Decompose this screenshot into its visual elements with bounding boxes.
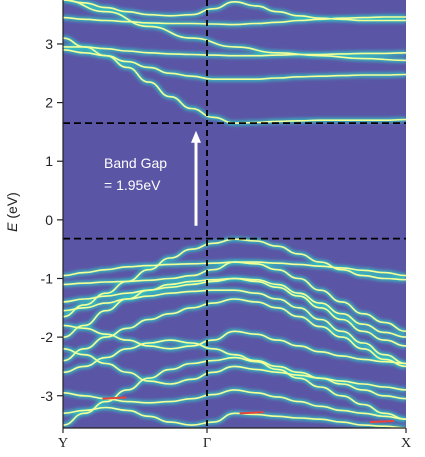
- band-line-3: [63, 46, 406, 57]
- x-tick-label: Γ: [203, 436, 211, 451]
- band-line-layer: [63, 0, 406, 428]
- y-axis-label: E (eV): [4, 192, 20, 232]
- band-line-11: [63, 289, 406, 365]
- y-tick-label: 0: [45, 212, 53, 228]
- band-line-16: [63, 356, 406, 426]
- annotation-line-2: = 1.95eV: [104, 177, 161, 193]
- band-line-8: [63, 261, 406, 333]
- y-tick-label: -3: [41, 388, 54, 404]
- y-tick-label: 2: [45, 95, 53, 111]
- band-line-5: [63, 0, 406, 22]
- hot-spot-0: [239, 411, 264, 415]
- y-tick-label: 3: [45, 36, 53, 52]
- band-line-15: [63, 339, 406, 400]
- band-line-12: [63, 298, 406, 368]
- overlay-layer: [63, 0, 406, 428]
- band-line-14: [63, 348, 406, 391]
- y-tick-label: 1: [45, 153, 53, 169]
- y-tick-label: -2: [41, 329, 54, 345]
- band-gap-annotation: Band Gap = 1.95eV: [104, 155, 167, 193]
- hot-spot-2: [102, 396, 127, 400]
- y-tick-label: -1: [41, 270, 54, 286]
- y-axis-label-unit: (eV): [4, 192, 20, 222]
- y-axis-label-symbol: E: [4, 222, 20, 232]
- band-line-17: [63, 389, 406, 420]
- band-line-18: [63, 406, 406, 428]
- band-line-2: [63, 49, 406, 81]
- band-line-0: [63, 0, 406, 62]
- band-line-4: [63, 16, 406, 26]
- hot-spot-1: [369, 419, 395, 424]
- band-line-13: [63, 324, 406, 365]
- annotation-line-1: Band Gap: [104, 155, 167, 171]
- band-line-10: [63, 277, 406, 347]
- x-tick-label: X: [401, 436, 411, 451]
- x-tick-label: Y: [58, 436, 68, 451]
- axes-layer: -3 -2 -1 0 1 2 3 Y Γ X: [41, 0, 411, 451]
- gap-arrow-head: [191, 130, 201, 143]
